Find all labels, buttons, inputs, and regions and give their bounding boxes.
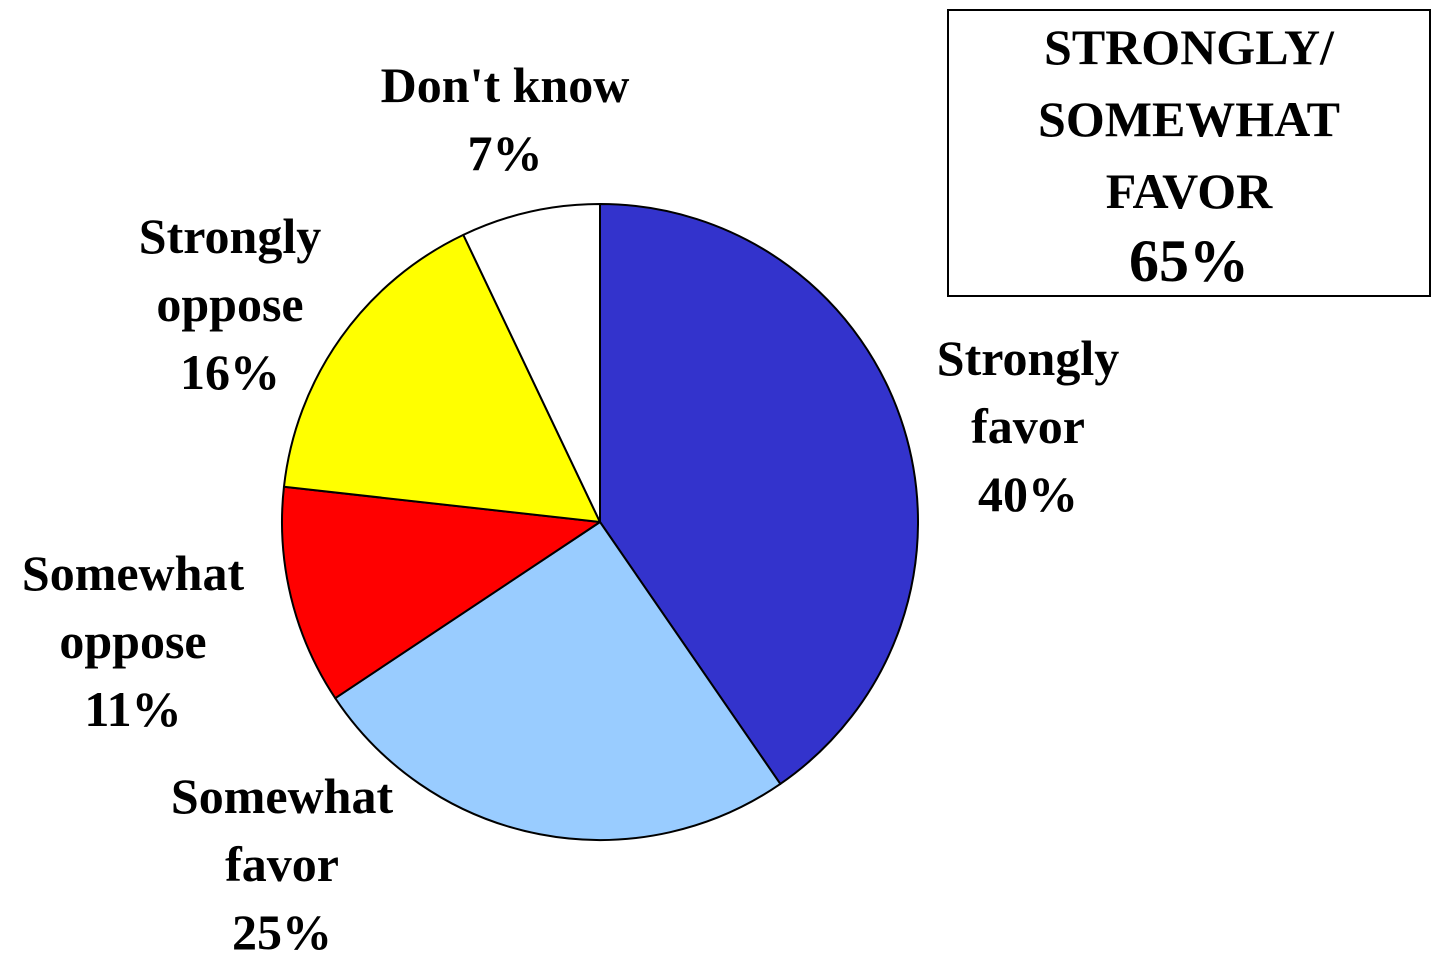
summary-box: STRONGLY/ SOMEWHAT FAVOR 65% [947,9,1431,297]
slice-name-label: Somewhat [22,545,245,601]
slice-name-label: oppose [156,276,303,332]
slice-name-label: Strongly [937,330,1119,386]
slice-label: Somewhat oppose 11% [22,545,245,737]
slice-label: Strongly favor 40% [937,330,1119,522]
slice-name-label: Somewhat [171,768,394,824]
summary-line-1: STRONGLY/ [1044,19,1334,75]
slice-name-label: favor [971,398,1085,454]
slice-label: Don't know 7% [381,57,630,181]
pie-slice [334,521,782,842]
slice-value-label: 16% [180,344,280,400]
slice-name-label: Don't know [381,57,630,113]
pie-slice [599,203,920,785]
summary-line-2: SOMEWHAT [1038,91,1340,147]
slice-label: Somewhat favor 25% [171,768,394,953]
slice-value-label: 40% [978,466,1078,522]
slice-value-label: 25% [232,904,332,953]
slice-value-label: 11% [84,681,181,737]
slice-label: Strongly oppose 16% [139,208,321,400]
pie-slice [462,203,601,523]
slice-name-label: Strongly [139,208,321,264]
pie-slices [281,203,920,842]
pie-slice [282,233,601,523]
summary-value: 65% [1129,228,1249,294]
summary-line-3: FAVOR [1105,163,1273,219]
pie-labels: Strongly favor 40%Somewhat favor 25%Somewhat… [22,57,1119,953]
slice-name-label: oppose [59,613,206,669]
slice-name-label: favor [225,836,339,892]
pie-slice [281,485,601,700]
slice-value-label: 7% [468,125,543,181]
